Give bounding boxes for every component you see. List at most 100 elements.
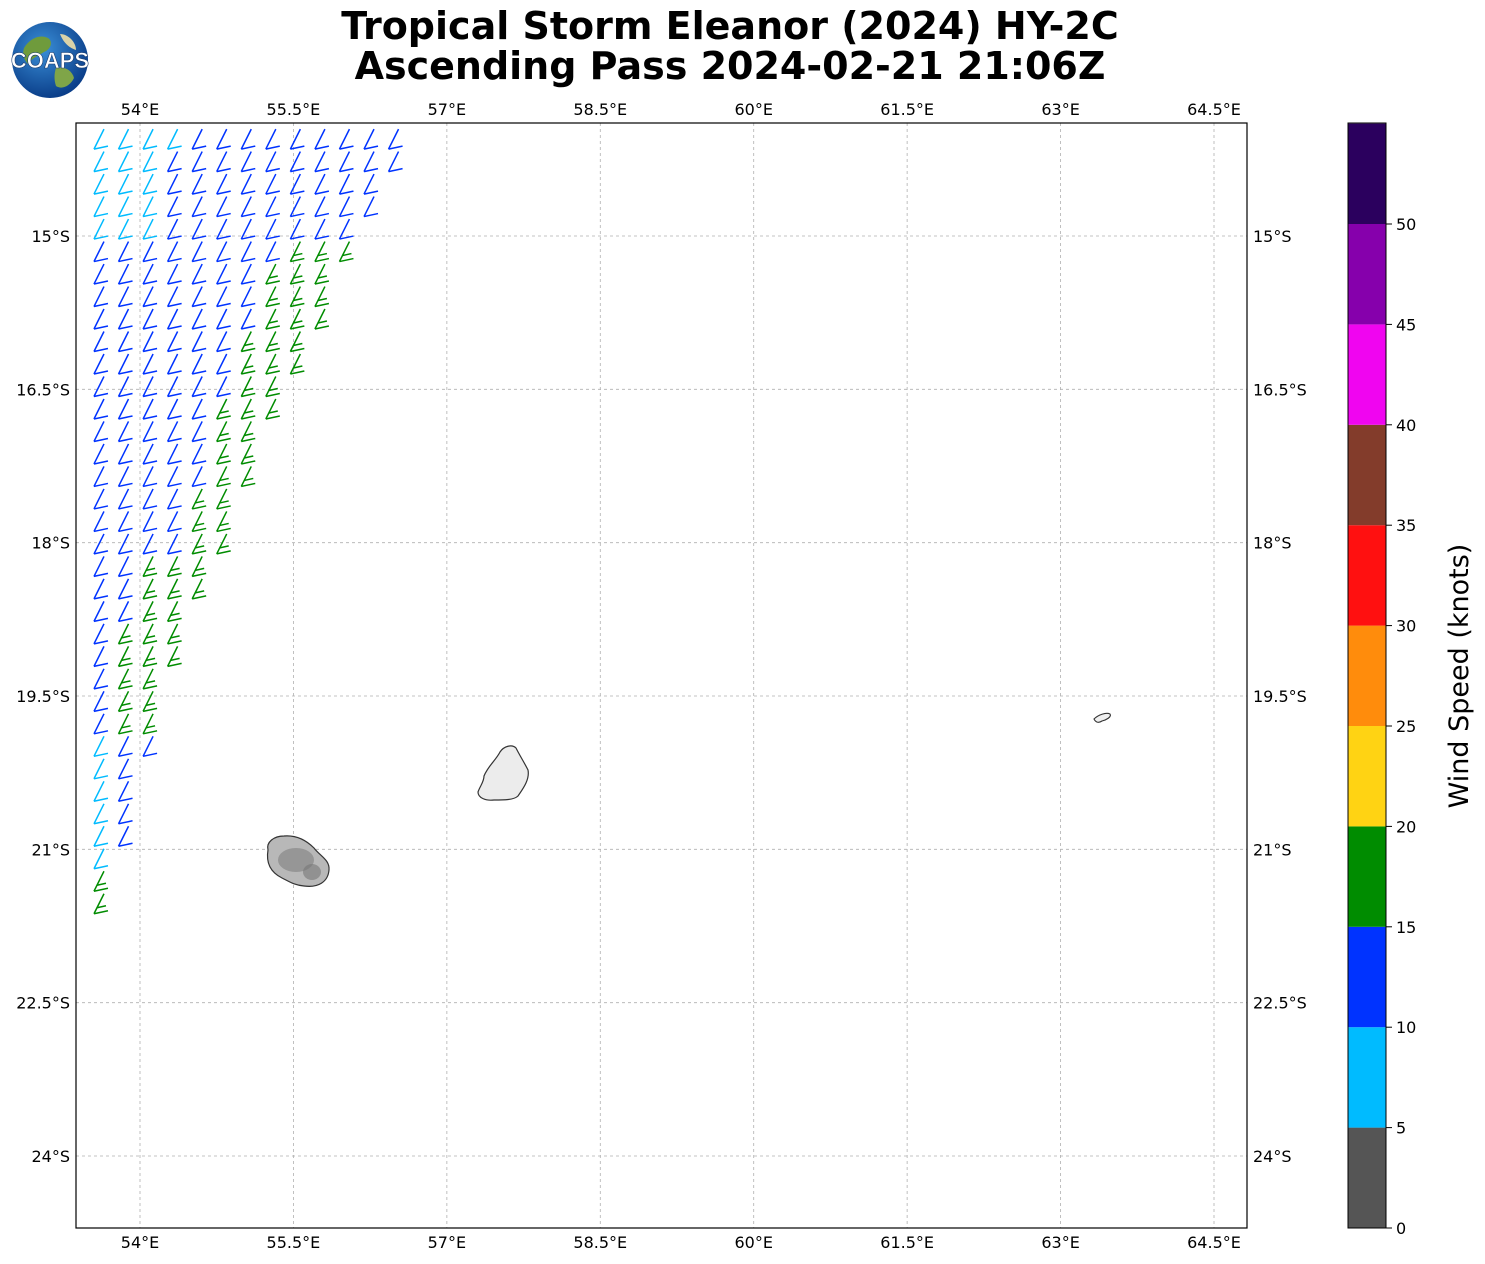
wind-barb — [240, 353, 256, 375]
wind-barb-flag — [118, 482, 133, 488]
wind-barb — [93, 893, 109, 915]
wind-barb-staff — [93, 376, 105, 397]
wind-barb-staff — [166, 533, 179, 555]
wind-barb-half-flag — [268, 297, 278, 302]
wind-barb-flag — [216, 302, 231, 308]
wind-barb-staff — [93, 353, 105, 375]
wind-barb — [142, 533, 158, 555]
wind-barb — [166, 421, 182, 443]
lon-tick-label-top: 55.5°E — [267, 100, 321, 119]
wind-barb-staff — [117, 308, 130, 330]
wind-barb-flag — [167, 190, 182, 195]
lat-tick-label-right: 22.5°S — [1253, 994, 1307, 1013]
wind-barb-staff — [289, 128, 302, 150]
wind-barb — [93, 308, 109, 330]
wind-barb — [117, 173, 133, 195]
wind-barb-staff — [117, 466, 130, 487]
wind-barb-staff — [117, 511, 130, 532]
wind-barb-half-flag — [195, 545, 205, 549]
wind-barb-flag — [290, 257, 305, 263]
wind-barb-flag — [241, 280, 256, 285]
wind-barb — [216, 218, 231, 240]
wind-barb-staff — [117, 196, 130, 217]
wind-barb-staff — [142, 241, 154, 262]
colorbar-bin — [1348, 1027, 1386, 1128]
wind-barb-flag — [118, 842, 133, 848]
wind-barb-flag — [216, 505, 231, 510]
wind-barb-staff — [93, 735, 105, 757]
wind-barb-flag — [265, 190, 280, 195]
wind-barb-staff — [142, 218, 154, 240]
wind-barb-flag — [142, 752, 158, 758]
colorbar-bin — [1348, 1127, 1386, 1228]
wind-barb-half-flag — [244, 365, 254, 369]
wind-barb — [191, 556, 207, 578]
wind-barb-flag — [339, 167, 354, 173]
wind-barb-flag — [118, 212, 133, 218]
wind-barb-flag — [142, 212, 158, 218]
wind-barb-staff — [191, 421, 203, 442]
wind-barb-staff — [142, 578, 154, 600]
wind-barb-staff — [117, 286, 130, 307]
wind-barb — [216, 286, 231, 308]
reunion-relief — [278, 848, 314, 872]
wind-barb-flag — [142, 370, 158, 375]
wind-barb-staff — [93, 870, 105, 892]
wind-barb — [289, 151, 305, 173]
wind-barb-flag — [290, 325, 305, 330]
wind-barb-flag — [192, 392, 207, 398]
wind-barb-staff — [216, 376, 228, 397]
wind-barb-staff — [142, 353, 154, 375]
wind-barb — [117, 646, 133, 668]
wind-barb-flag — [118, 617, 133, 623]
wind-barb-staff — [117, 218, 130, 240]
wind-barb — [166, 173, 182, 195]
wind-barb — [216, 488, 231, 510]
wind-barb-staff — [142, 735, 154, 757]
wind-barb-staff — [216, 218, 228, 240]
wind-barb-flag — [118, 527, 133, 533]
wind-barb-half-flag — [268, 365, 278, 369]
wind-barb-staff — [166, 151, 179, 172]
wind-barb-staff — [289, 241, 302, 262]
wind-barb-staff — [289, 151, 302, 172]
wind-barb-flag — [142, 550, 158, 555]
wind-barb — [289, 173, 305, 195]
wind-barb — [363, 128, 379, 150]
wind-barb-staff — [191, 173, 203, 195]
wind-barb-staff — [93, 466, 105, 487]
wind-barb — [93, 353, 109, 375]
wind-barb-staff — [166, 623, 179, 645]
wind-barb — [191, 578, 207, 600]
wind-barb-flag — [142, 685, 158, 690]
wind-barb-flag — [192, 460, 207, 465]
wind-barb-staff — [216, 128, 228, 150]
wind-barb-flag — [216, 437, 231, 443]
wind-barb — [142, 556, 158, 578]
wind-barb-half-flag — [244, 432, 254, 437]
wind-barb-staff — [142, 668, 154, 690]
wind-barb-flag — [265, 280, 280, 285]
wind-barb — [117, 353, 133, 375]
wind-barb-half-flag — [293, 297, 303, 302]
wind-barb — [93, 376, 109, 398]
wind-barb — [142, 263, 158, 285]
wind-barb-flag — [192, 325, 207, 330]
wind-barb-half-flag — [219, 545, 229, 549]
wind-barb — [93, 173, 109, 195]
wind-barb — [117, 803, 133, 825]
wind-barb — [289, 218, 305, 240]
wind-barb-flag — [241, 482, 256, 488]
wind-barb-flag — [216, 460, 231, 465]
wind-barb-staff — [93, 308, 105, 330]
wind-barb-flag — [93, 235, 109, 240]
colorbar: 0 5 10 15 20 25 30 35 40 45 50 — [1347, 122, 1416, 1238]
wind-barb-flag — [118, 370, 133, 375]
wind-barb-staff — [93, 780, 105, 802]
wind-barb-staff — [216, 466, 228, 487]
wind-barb-staff — [93, 173, 105, 195]
wind-barb — [265, 286, 280, 308]
wind-barb — [216, 173, 231, 195]
wind-barb-flag — [93, 527, 109, 533]
wind-barb-half-flag — [219, 455, 229, 459]
